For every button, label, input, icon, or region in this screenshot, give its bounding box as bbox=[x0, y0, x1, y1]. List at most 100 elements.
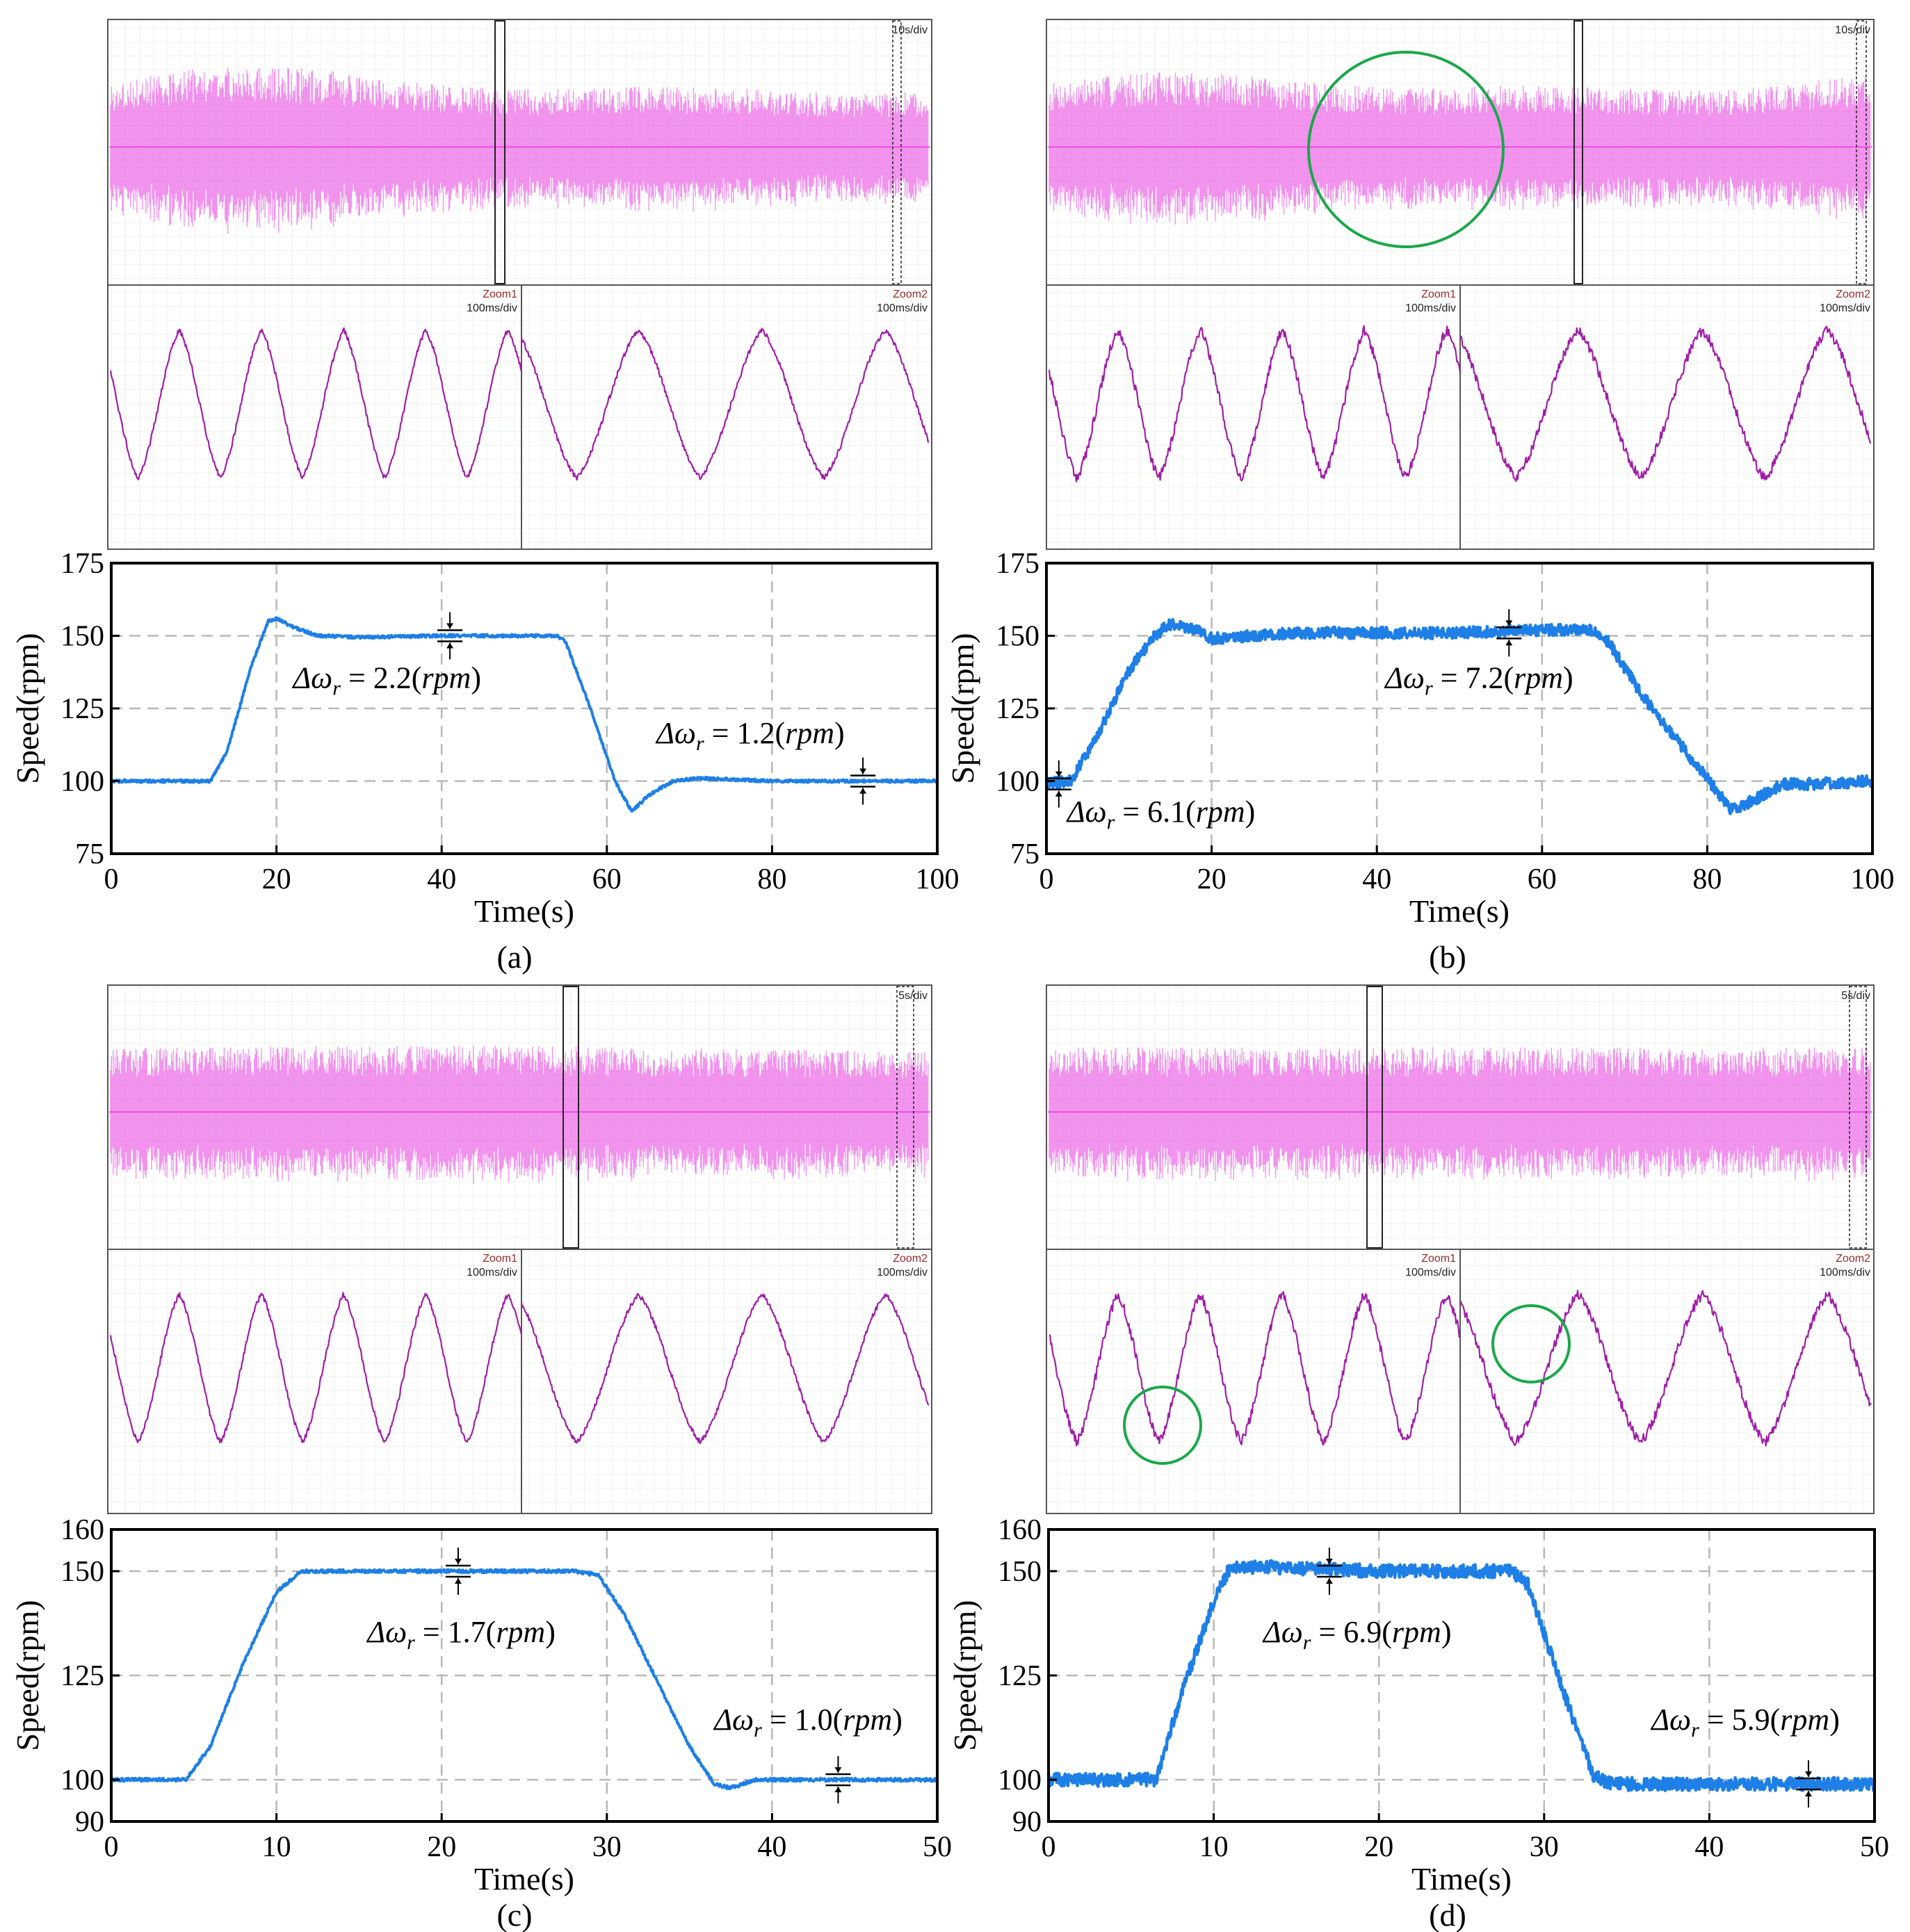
zoom2-window-a[interactable] bbox=[892, 20, 902, 284]
panel-c: 5s/div Zoom1 100ms/div Zoom2 100ms/div 0… bbox=[10, 984, 952, 1932]
y-tick-label: 90 bbox=[1012, 1806, 1042, 1838]
scope-top-trace-d bbox=[1048, 1047, 1872, 1182]
speed-chart-c: 0 10 20 30 40 50 90 100 125 150 160 Time(s) Speed(rp… bbox=[10, 1514, 952, 1897]
x-tick-label: 80 bbox=[757, 863, 786, 895]
x-tick-label: 0 bbox=[104, 1831, 119, 1863]
zoom1-label-c: Zoom1 bbox=[483, 1253, 517, 1265]
delta-omega-annotation: Δωr = 7.2(rpm) bbox=[1384, 661, 1573, 700]
x-tick-label: 40 bbox=[427, 863, 456, 895]
caption-c: (c) bbox=[496, 1897, 532, 1932]
x-axis-label: Time(s) bbox=[474, 893, 574, 929]
x-tick-label: 10 bbox=[1199, 1831, 1229, 1863]
caption-d: (d) bbox=[1429, 1897, 1466, 1932]
y-tick-label: 125 bbox=[60, 693, 104, 725]
highlight-circle-b bbox=[1307, 51, 1505, 248]
x-tick-label: 20 bbox=[1364, 1831, 1393, 1863]
y-tick-label: 75 bbox=[1010, 838, 1039, 870]
delta-marker bbox=[825, 1756, 851, 1803]
scope-zoom-trace-d bbox=[1049, 1290, 1872, 1447]
y-tick-label: 75 bbox=[75, 838, 104, 870]
y-tick-label: 160 bbox=[998, 1514, 1042, 1546]
caption-a: (a) bbox=[496, 939, 532, 975]
x-tick-label: 10 bbox=[262, 1831, 291, 1863]
zoom2-window-d[interactable] bbox=[1849, 986, 1867, 1249]
zoom2-label-c: Zoom2 bbox=[893, 1253, 928, 1265]
scope-top-trace-a bbox=[109, 67, 930, 234]
x-tick-label: 40 bbox=[757, 1831, 786, 1863]
y-tick-label: 160 bbox=[60, 1514, 104, 1546]
delta-marker bbox=[1046, 760, 1071, 808]
scope-top-c: 5s/div bbox=[107, 984, 932, 1250]
zoom1-window-b[interactable] bbox=[1573, 20, 1583, 284]
zoom2-window-c[interactable] bbox=[896, 986, 914, 1249]
delta-marker bbox=[437, 612, 463, 660]
top-timebase-a: 10s/div bbox=[892, 24, 928, 36]
y-tick-label: 125 bbox=[998, 1660, 1042, 1692]
zoom2-window-b[interactable] bbox=[1856, 20, 1867, 284]
delta-omega-annotation: Δωr = 5.9(rpm) bbox=[1650, 1703, 1840, 1742]
zoom2-timebase-b: 100ms/div bbox=[1820, 302, 1870, 314]
delta-omega-annotation: Δωr = 1.7(rpm) bbox=[366, 1615, 556, 1654]
y-axis-label: Speed(rpm) bbox=[947, 1600, 982, 1751]
x-tick-label: 0 bbox=[1042, 1831, 1056, 1863]
zoom2-timebase-c: 100ms/div bbox=[877, 1267, 928, 1278]
y-axis-label: Speed(rpm) bbox=[10, 1600, 45, 1751]
zoom1-window-c[interactable] bbox=[563, 986, 579, 1249]
highlight-circle-d1 bbox=[1123, 1386, 1202, 1465]
top-timebase-b: 10s/div bbox=[1835, 24, 1870, 36]
y-tick-label: 175 bbox=[60, 548, 104, 580]
speed-series-line bbox=[1046, 1559, 1877, 1792]
caption-b: (b) bbox=[1429, 939, 1466, 975]
speed-series-line bbox=[110, 616, 939, 813]
zoom1-timebase-c: 100ms/div bbox=[467, 1267, 517, 1278]
zoom1-window-d[interactable] bbox=[1366, 986, 1383, 1249]
scope-top-trace-b bbox=[1048, 72, 1872, 225]
scope-zoom-b: Zoom1 100ms/div Zoom2 100ms/div bbox=[1046, 284, 1875, 550]
panel-b: 10s/div Zoom1 100ms/div Zoom2 100ms/div … bbox=[945, 19, 1895, 975]
x-tick-label: 40 bbox=[1694, 1831, 1724, 1863]
zoom1-window-a[interactable] bbox=[494, 20, 505, 284]
y-tick-label: 150 bbox=[60, 1556, 104, 1588]
x-tick-label: 50 bbox=[1860, 1831, 1889, 1863]
y-tick-label: 125 bbox=[60, 1660, 104, 1692]
zoom1-label-d: Zoom1 bbox=[1421, 1253, 1456, 1265]
x-axis-label: Time(s) bbox=[474, 1861, 574, 1897]
zoom1-timebase-a: 100ms/div bbox=[467, 302, 517, 314]
plot-frame bbox=[110, 562, 939, 855]
x-tick-label: 100 bbox=[1851, 863, 1895, 895]
delta-omega-annotation: Δωr = 2.2(rpm) bbox=[291, 661, 481, 700]
x-axis-label: Time(s) bbox=[1409, 893, 1510, 929]
x-tick-label: 40 bbox=[1362, 863, 1391, 895]
x-tick-label: 50 bbox=[923, 1831, 952, 1863]
delta-omega-annotation: Δωr = 6.1(rpm) bbox=[1066, 795, 1256, 834]
top-timebase-d: 5s/div bbox=[1841, 990, 1870, 1002]
panel-a: 10s/div Zoom1 100ms/div Zoom2 100ms/div … bbox=[10, 19, 960, 975]
x-tick-label: 20 bbox=[427, 1831, 456, 1863]
delta-marker bbox=[445, 1548, 471, 1595]
x-tick-label: 80 bbox=[1692, 863, 1722, 895]
y-tick-label: 100 bbox=[996, 766, 1039, 798]
highlight-circle-d2 bbox=[1491, 1304, 1571, 1383]
scope-zoom-trace-b bbox=[1048, 325, 1872, 482]
y-tick-label: 125 bbox=[996, 693, 1039, 725]
delta-omega-annotation: Δωr = 1.2(rpm) bbox=[655, 716, 845, 755]
zoom2-timebase-d: 100ms/div bbox=[1820, 1267, 1870, 1278]
delta-omega-annotation: Δωr = 6.9(rpm) bbox=[1262, 1615, 1452, 1654]
scope-top-a: 10s/div bbox=[107, 19, 932, 286]
zoom2-timebase-a: 100ms/div bbox=[877, 302, 928, 314]
zoom1-label-b: Zoom1 bbox=[1421, 289, 1456, 300]
speed-series-line bbox=[1044, 617, 1875, 815]
x-tick-label: 0 bbox=[104, 863, 119, 895]
delta-marker bbox=[850, 757, 876, 805]
y-tick-label: 100 bbox=[60, 1764, 104, 1796]
scope-zoom-c: Zoom1 100ms/div Zoom2 100ms/div bbox=[107, 1249, 932, 1514]
zoom2-label-d: Zoom2 bbox=[1836, 1253, 1870, 1265]
x-tick-label: 60 bbox=[592, 863, 622, 895]
speed-chart-b: 0 20 40 60 80 100 75 100 125 150 175 Time(s) Speed(r… bbox=[945, 548, 1895, 929]
y-axis-label: Speed(rpm) bbox=[945, 633, 980, 784]
x-tick-label: 30 bbox=[592, 1831, 622, 1863]
speed-series-line bbox=[110, 1568, 939, 1791]
y-tick-label: 100 bbox=[998, 1764, 1042, 1796]
scope-zoom-trace-c bbox=[109, 1292, 930, 1445]
